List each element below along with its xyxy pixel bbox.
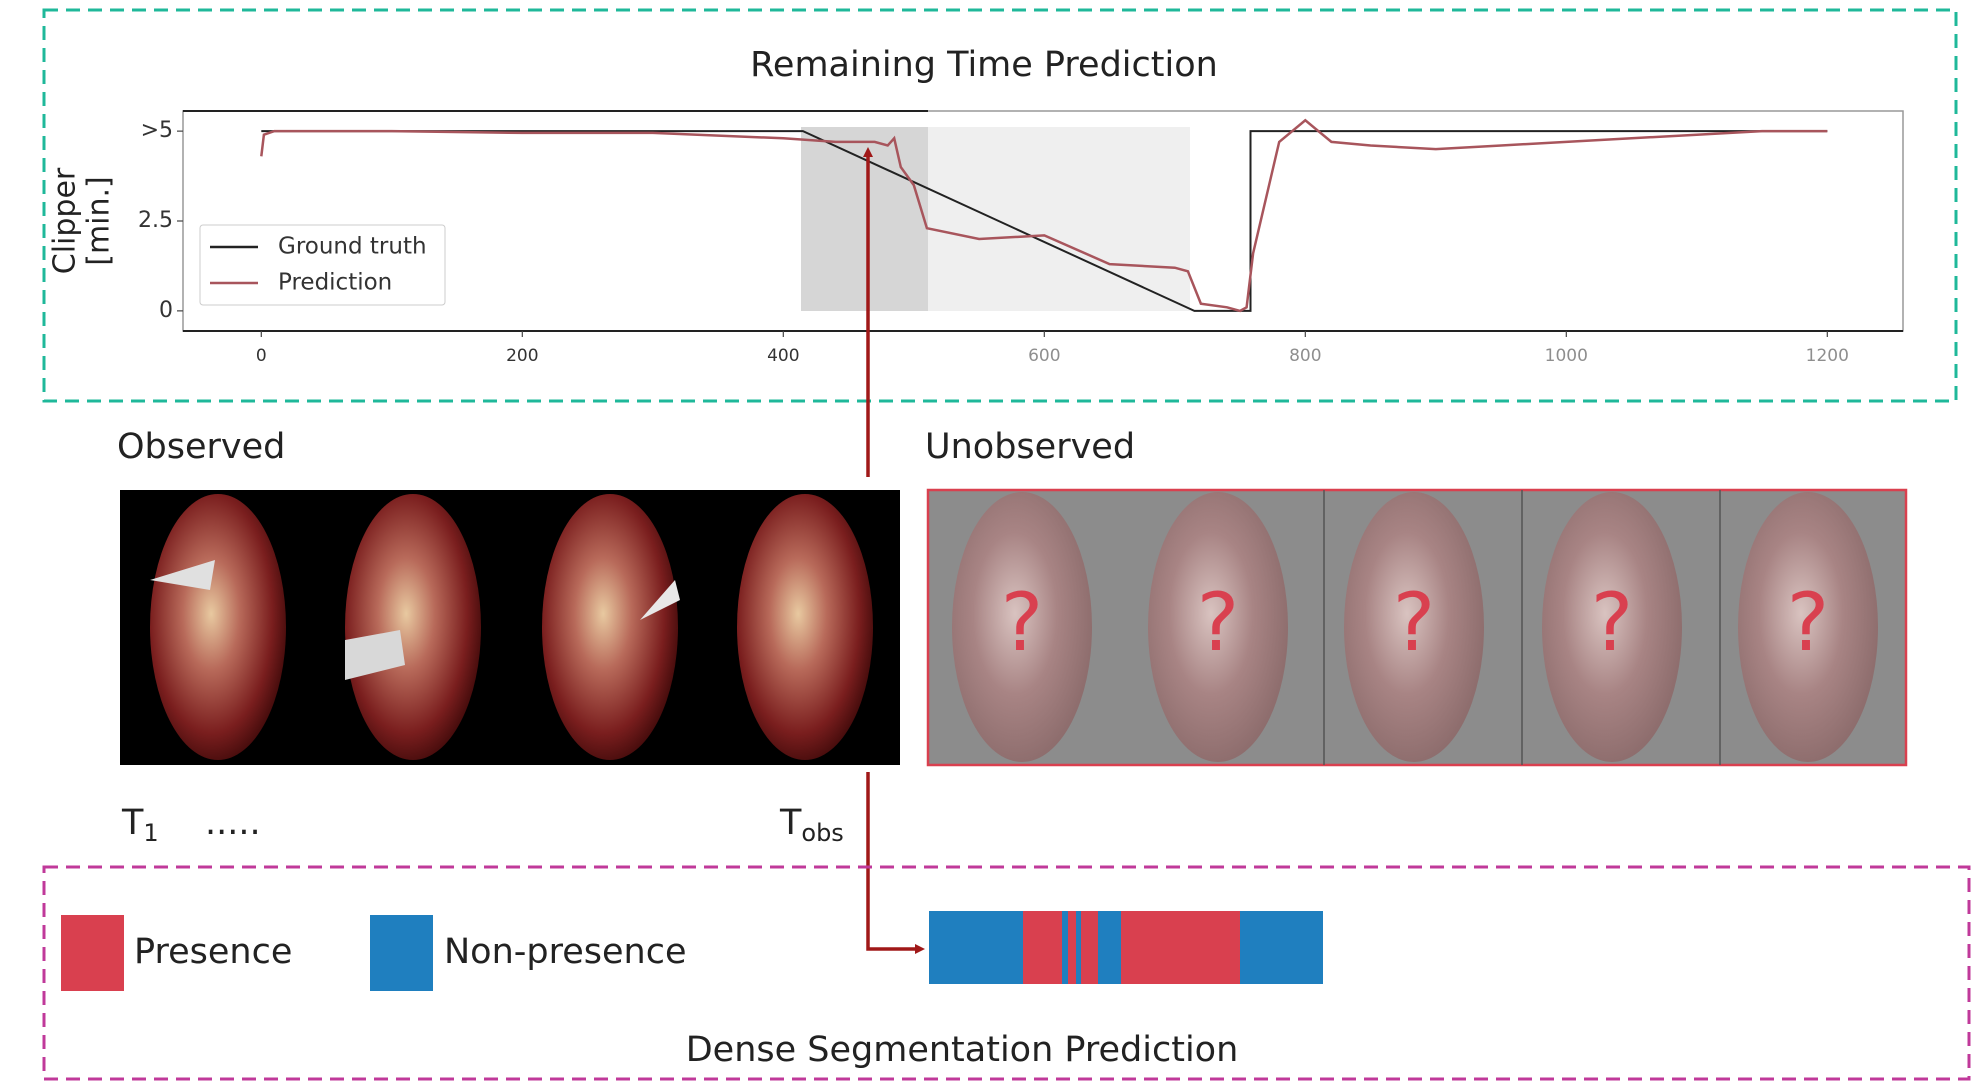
segment (1023, 911, 1062, 984)
t-first: T1 (121, 803, 159, 847)
frame-image (1738, 492, 1878, 762)
y-tick-label: 0 (159, 298, 173, 323)
line-series (260, 118, 1828, 313)
frame-image (1542, 492, 1682, 762)
frame-image (1148, 492, 1288, 762)
t-main: T (121, 803, 144, 843)
instrument (345, 630, 405, 680)
frame-image (1344, 492, 1484, 762)
arrow-down (866, 772, 925, 954)
legend-box (199, 224, 446, 306)
t-sub: 1 (143, 819, 158, 847)
x-tick-label: 200 (506, 346, 538, 366)
frame-image (542, 494, 678, 760)
frame-image (345, 494, 481, 760)
y-axis-label: [min.] (82, 176, 117, 266)
legend: Ground truth Prediction (199, 224, 446, 306)
x-tick-label: 1200 (1806, 346, 1849, 366)
non-presence-swatch (370, 915, 433, 991)
legend-label: Non-presence (444, 932, 687, 972)
observed-frames (150, 494, 873, 760)
segmentation-bar (929, 911, 1323, 984)
presence-swatch (61, 915, 124, 991)
unknown-mark: ? (1591, 576, 1633, 669)
y-tick-label: 2.5 (138, 208, 173, 233)
legend-label: Presence (134, 932, 292, 972)
segment (1121, 911, 1240, 984)
t-main: T (779, 803, 802, 843)
x-tick-label: 400 (767, 346, 799, 366)
t-dots: ..... (205, 803, 261, 843)
chart-title: Remaining Time Prediction (750, 45, 1218, 85)
x-tick-label: 600 (1028, 346, 1060, 366)
frame-image (737, 494, 873, 760)
y-tick-label: >5 (141, 118, 173, 143)
x-tick-label: 0 (256, 346, 267, 366)
observed-label: Observed (117, 427, 285, 467)
unknown-mark: ? (1001, 576, 1043, 669)
x-tick-label: 800 (1289, 346, 1321, 366)
footer-title: Dense Segmentation Prediction (686, 1030, 1239, 1070)
unknown-mark: ? (1197, 576, 1239, 669)
y-axis-label: Clipper (48, 167, 83, 274)
t-obs: Tobs (779, 803, 844, 847)
unobserved-frames (952, 490, 1878, 765)
unobserved-window (928, 127, 1190, 311)
segment (1068, 911, 1076, 984)
frame-top (42, 8, 1958, 403)
plot (182, 110, 1904, 332)
frame-image (150, 494, 286, 760)
unknown-mark: ? (1787, 576, 1829, 669)
t-sub: obs (801, 819, 843, 847)
instrument (640, 580, 680, 620)
frame-bottom (42, 865, 1971, 1081)
line-series (261, 130, 1828, 312)
legend-label: Prediction (278, 270, 392, 296)
legend-label: Ground truth (278, 234, 427, 260)
observed-window (801, 127, 928, 311)
frame-image (952, 492, 1092, 762)
x-tick-label: 1000 (1545, 346, 1588, 366)
segment (1081, 911, 1098, 984)
unknown-mark: ? (1393, 576, 1435, 669)
unobserved-label: Unobserved (925, 427, 1135, 467)
instrument (150, 560, 215, 590)
